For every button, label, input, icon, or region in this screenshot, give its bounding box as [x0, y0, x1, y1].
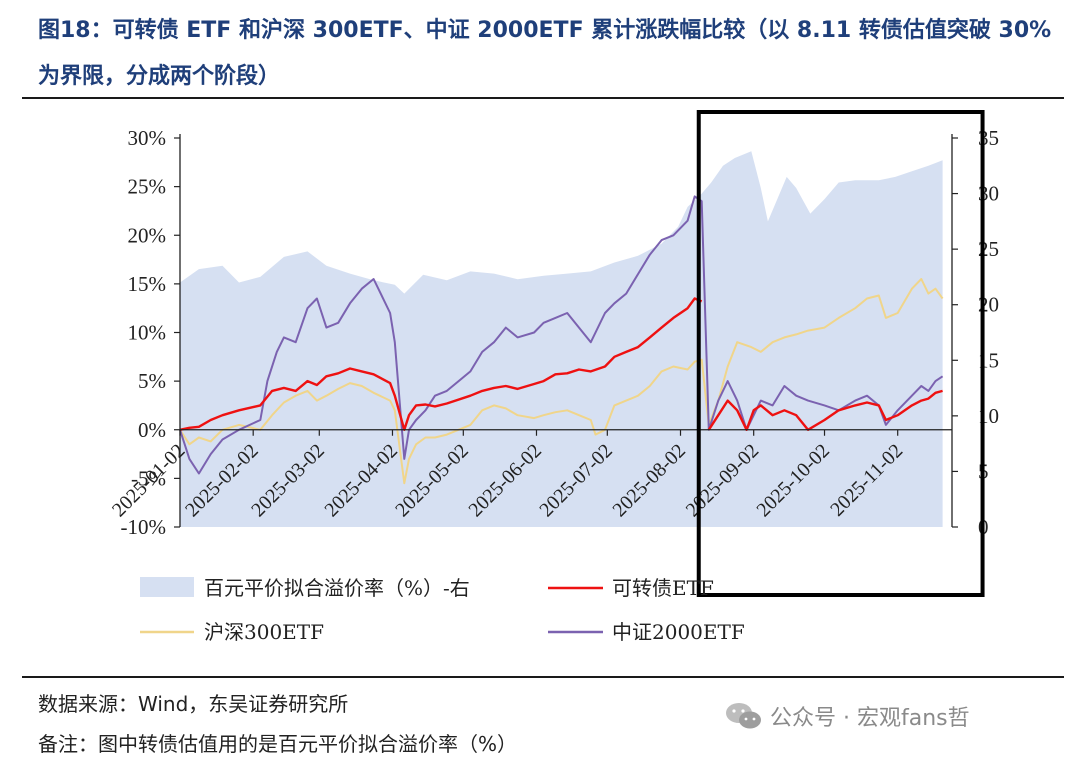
- wechat-icon: [726, 703, 761, 729]
- chart: 30%25%20%15%10%5%0%-5%-10%35302520151050…: [108, 110, 999, 644]
- left-tick-label: 30%: [128, 126, 167, 150]
- left-tick-label: 0%: [138, 418, 166, 442]
- watermark-text: 公众号 · 宏观fans哲: [770, 706, 970, 731]
- premium-area: [180, 151, 943, 528]
- left-tick-label: 20%: [128, 223, 167, 247]
- source-note: 数据来源：Wind，东吴证券研究所: [38, 692, 349, 716]
- left-tick-label: 25%: [128, 175, 167, 199]
- legend-label-hs300: 沪深300ETF: [204, 620, 324, 644]
- legend-label-premium: 百元平价拟合溢价率（%）-右: [204, 576, 470, 600]
- left-tick-label: 5%: [138, 369, 166, 393]
- plot-area: [179, 151, 944, 528]
- left-tick-label: -5%: [131, 466, 166, 490]
- series-line-hs300-etf: [179, 278, 944, 485]
- figure-title: 图18：可转债 ETF 和沪深 300ETF、中证 2000ETF 累计涨跌幅比…: [38, 18, 1052, 89]
- left-tick-label: 10%: [128, 321, 167, 345]
- legend: 百元平价拟合溢价率（%）-右 可转债ETF 沪深300ETF 中证2000ETF: [140, 576, 745, 644]
- top-rule: [22, 97, 1064, 99]
- x-tick-label: 2025-01-02: [108, 440, 190, 522]
- bottom-rule: [22, 676, 1064, 678]
- legend-label-cb-etf: 可转债ETF: [612, 576, 714, 600]
- legend-label-zz2000: 中证2000ETF: [612, 620, 745, 644]
- legend-swatch-premium: [140, 577, 194, 597]
- series-line-zz2000-etf: [179, 195, 944, 475]
- remark-note: 备注：图中转债估值用的是百元平价拟合溢价率（%）: [38, 732, 518, 756]
- highlight-box: [696, 110, 985, 597]
- left-tick-label: 15%: [128, 272, 167, 296]
- left-tick-label: -10%: [121, 515, 167, 539]
- series-line-cb-etf-b: [707, 389, 943, 431]
- watermark: 公众号 · 宏观fans哲: [724, 700, 970, 732]
- series-line-cb-etf: [179, 297, 703, 431]
